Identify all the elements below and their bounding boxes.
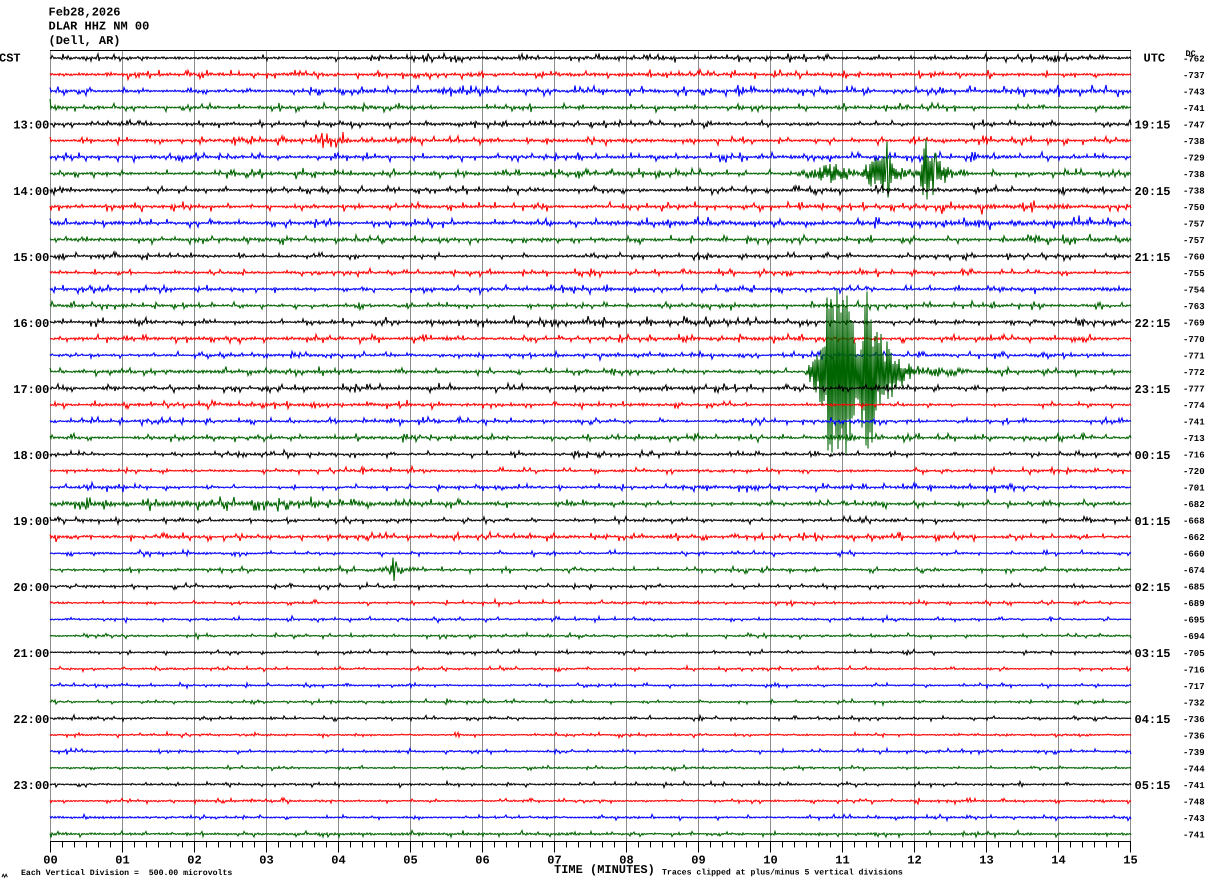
svg-text:-741: -741 <box>1183 104 1205 114</box>
svg-text:15:00: 15:00 <box>13 251 49 265</box>
svg-text:01: 01 <box>115 854 129 868</box>
svg-text:00: 00 <box>43 854 57 868</box>
svg-text:22:00: 22:00 <box>13 713 49 727</box>
svg-text:05: 05 <box>403 854 417 868</box>
svg-text:16:00: 16:00 <box>13 317 49 331</box>
svg-text:23:15: 23:15 <box>1135 383 1171 397</box>
svg-text:DC: DC <box>1186 49 1196 59</box>
svg-text:-689: -689 <box>1183 599 1205 609</box>
svg-text:-736: -736 <box>1183 731 1205 741</box>
svg-text:-748: -748 <box>1183 797 1205 807</box>
svg-text:Traces clipped at plus/minus 5: Traces clipped at plus/minus 5 vertical … <box>662 868 903 877</box>
svg-text:22:15: 22:15 <box>1135 317 1171 331</box>
svg-text:Feb28,2026: Feb28,2026 <box>49 5 121 19</box>
svg-text:-694: -694 <box>1183 632 1205 642</box>
svg-text:02:15: 02:15 <box>1135 581 1171 595</box>
svg-text:-738: -738 <box>1183 137 1205 147</box>
svg-text:-729: -729 <box>1183 154 1205 164</box>
svg-text:21:00: 21:00 <box>13 647 49 661</box>
svg-text:03:15: 03:15 <box>1135 647 1171 661</box>
svg-text:-741: -741 <box>1183 418 1205 428</box>
svg-text:(Dell, AR): (Dell, AR) <box>49 34 121 48</box>
svg-text:02: 02 <box>187 854 201 868</box>
svg-text:-770: -770 <box>1183 335 1205 345</box>
svg-text:-736: -736 <box>1183 715 1205 725</box>
svg-text:18:00: 18:00 <box>13 449 49 463</box>
svg-text:TIME (MINUTES): TIME (MINUTES) <box>554 863 655 877</box>
svg-text:20:15: 20:15 <box>1135 185 1171 199</box>
svg-text:-739: -739 <box>1183 748 1205 758</box>
svg-text:-738: -738 <box>1183 170 1205 180</box>
svg-text:-750: -750 <box>1183 203 1205 213</box>
svg-text:CST: CST <box>0 51 21 65</box>
svg-text:DLAR HHZ NM 00: DLAR HHZ NM 00 <box>49 20 150 34</box>
svg-text:-732: -732 <box>1183 698 1205 708</box>
svg-text:17:00: 17:00 <box>13 383 49 397</box>
svg-text:-674: -674 <box>1183 566 1205 576</box>
svg-text:-755: -755 <box>1183 269 1205 279</box>
svg-text:-701: -701 <box>1183 484 1205 494</box>
svg-text:-695: -695 <box>1183 616 1205 626</box>
svg-text:20:00: 20:00 <box>13 581 49 595</box>
svg-text:Each Vertical Division = 500.: Each Vertical Division = 500.00 microvol… <box>21 869 232 878</box>
svg-text:19:00: 19:00 <box>13 515 49 529</box>
svg-text:-757: -757 <box>1183 220 1205 230</box>
svg-text:-716: -716 <box>1183 451 1205 461</box>
svg-text:06: 06 <box>475 854 489 868</box>
svg-text:-717: -717 <box>1183 682 1205 692</box>
svg-text:-774: -774 <box>1183 401 1205 411</box>
svg-text:-662: -662 <box>1183 533 1205 543</box>
svg-text:-705: -705 <box>1183 649 1205 659</box>
svg-text:07: 07 <box>547 854 561 868</box>
svg-text:10: 10 <box>763 854 777 868</box>
svg-text:13:00: 13:00 <box>13 119 49 133</box>
svg-text:-762: -762 <box>1183 54 1205 64</box>
svg-text:-682: -682 <box>1183 500 1205 510</box>
svg-text:-760: -760 <box>1183 253 1205 263</box>
svg-text:-763: -763 <box>1183 302 1205 312</box>
svg-text:-743: -743 <box>1183 87 1205 97</box>
svg-text:04: 04 <box>331 854 345 868</box>
svg-text:-713: -713 <box>1183 434 1205 444</box>
svg-text:-744: -744 <box>1183 764 1205 774</box>
svg-text:-771: -771 <box>1183 352 1205 362</box>
svg-text:-737: -737 <box>1183 71 1205 81</box>
svg-text:-757: -757 <box>1183 236 1205 246</box>
svg-text:11: 11 <box>835 854 849 868</box>
svg-text:12: 12 <box>907 854 921 868</box>
svg-text:08: 08 <box>619 854 633 868</box>
svg-text:-668: -668 <box>1183 517 1205 527</box>
svg-text:05:15: 05:15 <box>1135 779 1171 793</box>
svg-text:03: 03 <box>259 854 273 868</box>
svg-text:-685: -685 <box>1183 583 1205 593</box>
svg-text:-738: -738 <box>1183 187 1205 197</box>
svg-text:-777: -777 <box>1183 385 1205 395</box>
svg-text:-772: -772 <box>1183 368 1205 378</box>
svg-text:-747: -747 <box>1183 120 1205 130</box>
svg-text:-660: -660 <box>1183 550 1205 560</box>
svg-text:-716: -716 <box>1183 665 1205 675</box>
svg-text:13: 13 <box>979 854 993 868</box>
svg-text:-743: -743 <box>1183 814 1205 824</box>
svg-text:00:15: 00:15 <box>1135 449 1171 463</box>
svg-text:-769: -769 <box>1183 319 1205 329</box>
svg-text:14: 14 <box>1051 854 1065 868</box>
svg-text:14:00: 14:00 <box>13 185 49 199</box>
svg-text:-741: -741 <box>1183 781 1205 791</box>
svg-text:21:15: 21:15 <box>1135 251 1171 265</box>
svg-text:-741: -741 <box>1183 830 1205 840</box>
svg-text:15: 15 <box>1123 854 1137 868</box>
svg-text:19:15: 19:15 <box>1135 119 1171 133</box>
svg-text:23:00: 23:00 <box>13 779 49 793</box>
svg-text:09: 09 <box>691 854 705 868</box>
svg-text:04:15: 04:15 <box>1135 713 1171 727</box>
svg-text:-754: -754 <box>1183 286 1205 296</box>
svg-text:-720: -720 <box>1183 467 1205 477</box>
svg-text:01:15: 01:15 <box>1135 515 1171 529</box>
svg-text:UTC: UTC <box>1144 51 1166 65</box>
